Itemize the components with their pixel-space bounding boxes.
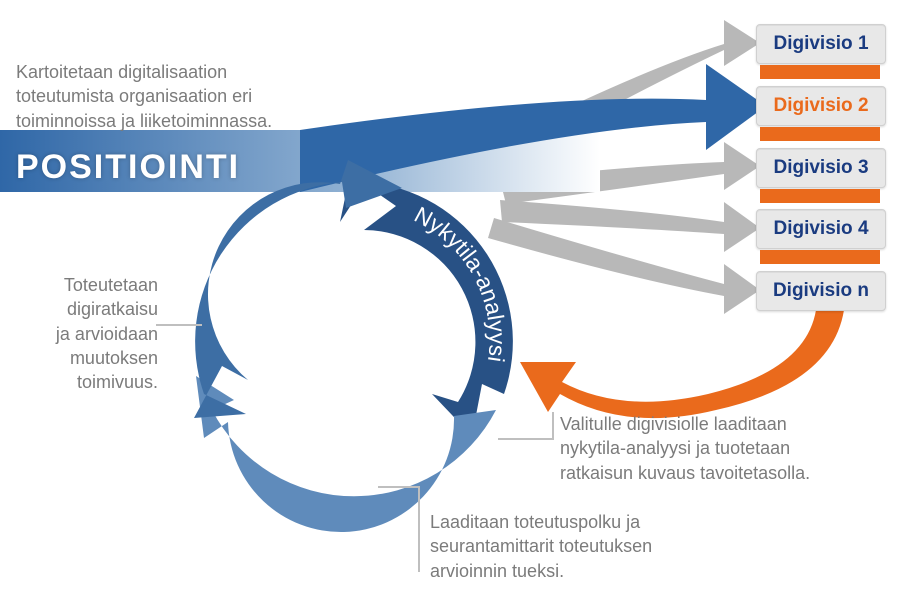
leader-line xyxy=(418,486,420,572)
svg-text:Tiekartta: Tiekartta xyxy=(309,449,399,481)
digivision-separator xyxy=(760,189,880,203)
digivision-separator xyxy=(760,250,880,264)
leader-line xyxy=(552,412,554,440)
caption-toteutus: Toteutetaan digiratkaisu ja arvioidaan m… xyxy=(48,273,158,394)
cycle-ring: Toteutus Nykytila-analyysi Tiekartta xyxy=(194,160,513,532)
digivision-box-3: Digivisio 3 xyxy=(756,148,886,188)
positioning-title: POSITIOINTI xyxy=(16,148,240,187)
digivision-box-1: Digivisio 1 xyxy=(756,24,886,64)
orange-return-arrow xyxy=(520,310,844,418)
digivision-box-2: Digivisio 2 xyxy=(756,86,886,126)
positioning-caption: Kartoitetaan digitalisaation toteutumist… xyxy=(16,60,272,133)
digivision-separator xyxy=(760,65,880,79)
caption-nykytila: Valitulle digivisiolle laaditaan nykytil… xyxy=(560,412,810,485)
digivision-box-n: Digivisio n xyxy=(756,271,886,311)
cycle-label-tiekartta: Tiekartta xyxy=(309,449,399,481)
leader-line xyxy=(378,486,420,488)
caption-tiekartta: Laaditaan toteutuspolku ja seurantamitta… xyxy=(430,510,652,583)
digivision-separator xyxy=(760,127,880,141)
digivision-box-4: Digivisio 4 xyxy=(756,209,886,249)
leader-line xyxy=(156,324,202,326)
leader-line xyxy=(498,438,554,440)
